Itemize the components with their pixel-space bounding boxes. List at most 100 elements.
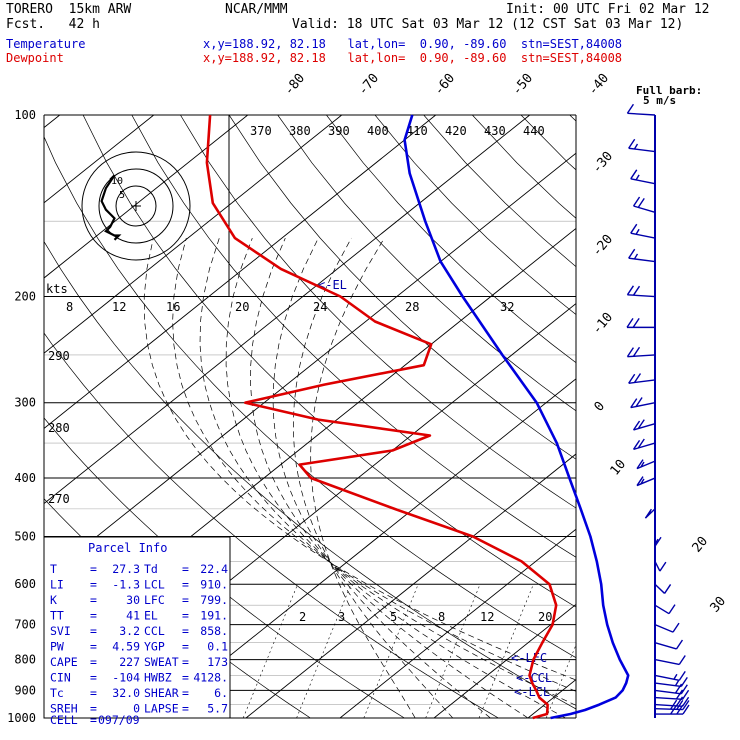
parcel-key-SVI: SVI bbox=[50, 624, 71, 638]
wind-barb-flag bbox=[636, 476, 644, 486]
mixing-ratio-label-5: 5 bbox=[390, 610, 397, 624]
moist-adiabat-8 bbox=[310, 237, 416, 718]
wind-barb-27 bbox=[630, 169, 656, 185]
wind-barb-18 bbox=[632, 419, 656, 431]
dry-adiabat-290 bbox=[44, 332, 499, 718]
parcel-val-LI: -1.3 bbox=[112, 578, 140, 592]
wind-barb-flag bbox=[636, 459, 644, 470]
theta-e-label-440: 440 bbox=[523, 124, 545, 138]
wind-barb-flag bbox=[628, 373, 636, 384]
parcel-eq: = bbox=[182, 609, 189, 623]
parcel-info-row: LI = -1.3 LCL = 910. bbox=[50, 578, 228, 592]
parcel-info-title: Parcel Info bbox=[88, 541, 167, 555]
wind-barb-flag bbox=[678, 670, 686, 681]
wind-barb-flag bbox=[663, 584, 672, 594]
wind-barb-flag bbox=[681, 689, 690, 700]
isotherm--70 bbox=[44, 115, 437, 429]
wind-barb-flag bbox=[678, 655, 686, 665]
parcel-eq: = bbox=[182, 702, 189, 716]
parcel-key-SREH: SREH bbox=[50, 702, 78, 716]
mixing-ratio-3 bbox=[296, 584, 352, 718]
parcel-eq: = bbox=[182, 578, 189, 592]
dry-adiabat-300 bbox=[44, 240, 576, 710]
parcel-eq: = bbox=[182, 686, 189, 700]
parcel-eq: = bbox=[90, 640, 97, 654]
wind-barb-staff bbox=[636, 477, 656, 487]
isotherm-label-2: -60 bbox=[432, 71, 459, 99]
wind-barb-12 bbox=[654, 561, 667, 572]
wind-barb-21 bbox=[626, 346, 656, 358]
wind-barb-11 bbox=[654, 583, 672, 594]
hodograph-ring-1 bbox=[98, 168, 174, 244]
parcel-val-K: 30 bbox=[126, 593, 140, 607]
wind-barb-17 bbox=[632, 438, 656, 451]
pressure-label-900: 900 bbox=[14, 683, 36, 697]
mixing-ratio-label-12: 12 bbox=[480, 610, 494, 624]
hodograph-ring-0 bbox=[115, 185, 157, 227]
parcel-key-LI: LI bbox=[50, 578, 64, 592]
parcel-info-row: TT = 41 EL = 191. bbox=[50, 609, 228, 623]
isotherm--10 bbox=[245, 453, 576, 718]
isotherm-label-8: 0 bbox=[592, 399, 609, 415]
wind-barb-flag bbox=[680, 676, 688, 687]
wind-barb-half bbox=[674, 680, 680, 687]
wind-barb-staff bbox=[633, 422, 656, 431]
wind-axis-label-12: 12 bbox=[112, 300, 126, 314]
wind-barb-flag bbox=[626, 347, 635, 358]
wind-barb-staff bbox=[627, 112, 656, 116]
wind-axis-label-28: 28 bbox=[405, 300, 419, 314]
full-barb-value: 5 m/s bbox=[643, 94, 676, 107]
parcel-val-Td: 22.4 bbox=[200, 562, 228, 576]
pressure-label-300: 300 bbox=[14, 396, 36, 410]
dry-adiabat-340 bbox=[180, 115, 576, 509]
wind-barb-flag bbox=[626, 285, 635, 296]
isotherm--80 bbox=[44, 115, 343, 354]
model-name: TORERO 15km ARW bbox=[6, 2, 132, 17]
init-time: Init: 00 UTC Fri 02 Mar 12 bbox=[506, 2, 710, 17]
wind-barb-half bbox=[633, 253, 639, 260]
cell-label: CELL bbox=[50, 713, 78, 727]
parcel-eq: = bbox=[182, 562, 189, 576]
isotherm-label-6: -20 bbox=[590, 232, 617, 260]
wind-barb-flag bbox=[626, 317, 634, 328]
wind-barb-1 bbox=[654, 699, 690, 711]
isotherm-label-5: -30 bbox=[590, 149, 617, 177]
parcel-val-Tc: 32.0 bbox=[112, 686, 140, 700]
parcel-eq: = bbox=[90, 593, 97, 607]
dry-adiabat-310 bbox=[44, 135, 576, 659]
pressure-label-400: 400 bbox=[14, 471, 36, 485]
temperature-profile bbox=[403, 114, 630, 720]
wind-barb-staff bbox=[628, 257, 656, 263]
wind-axis-unit: kts bbox=[46, 282, 68, 296]
wind-barb-flag bbox=[670, 699, 678, 710]
parcel-key-Td: Td bbox=[144, 562, 158, 576]
parcel-key-SWEAT: SWEAT bbox=[144, 655, 179, 669]
wind-barb-staff bbox=[654, 707, 683, 711]
wind-axis-label-32: 32 bbox=[500, 300, 514, 314]
wind-barb-flag bbox=[674, 683, 683, 694]
parcel-eq: = bbox=[90, 713, 97, 727]
theta-e-label-410: 410 bbox=[406, 124, 428, 138]
wind-barb-staff bbox=[633, 205, 656, 213]
wind-barb-flag bbox=[675, 696, 684, 707]
wind-barb-flag bbox=[628, 138, 636, 149]
wind-barb-half bbox=[673, 673, 678, 680]
isotherm--60 bbox=[44, 115, 531, 505]
parcel-val-T: 27.3 bbox=[112, 562, 140, 576]
wind-barb-4 bbox=[654, 683, 688, 695]
parcel-key-CIN: CIN bbox=[50, 671, 71, 685]
wind-barb-flag bbox=[632, 420, 641, 431]
wind-barb-staff bbox=[627, 294, 656, 298]
theta-e-label-430: 430 bbox=[484, 124, 506, 138]
isotherm-0 bbox=[339, 528, 576, 718]
dry-adiabat-380 bbox=[374, 115, 576, 316]
moist-adiabat-28 bbox=[199, 237, 576, 706]
wind-barb-flag bbox=[668, 604, 676, 615]
dewpoint-legend: Dewpoint bbox=[6, 51, 64, 65]
el-marker: <-EL bbox=[318, 278, 347, 292]
wind-barb-24 bbox=[628, 248, 656, 263]
parcel-info-row: PW = 4.59 YGP = 0.1 bbox=[50, 640, 228, 654]
parcel-val-YGP: 0.1 bbox=[207, 640, 228, 654]
wind-axis-label-8: 8 bbox=[66, 300, 73, 314]
